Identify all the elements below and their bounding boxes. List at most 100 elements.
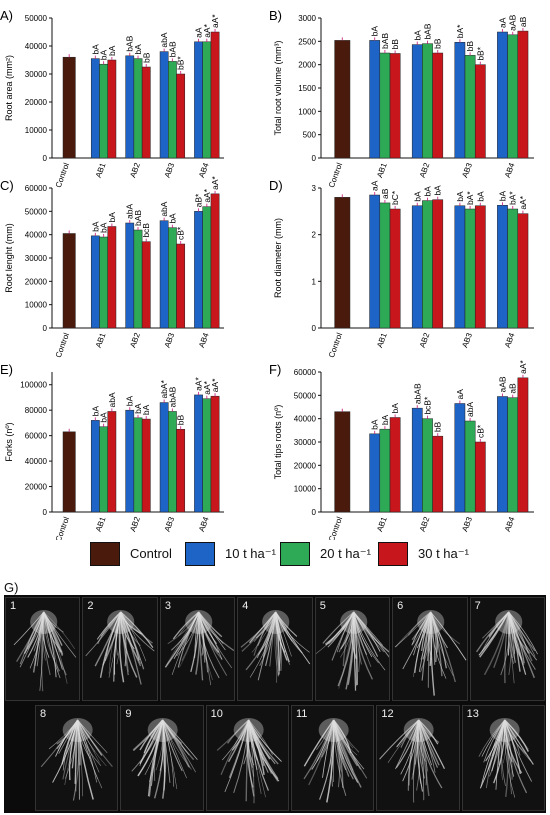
y-tick-label: 30000 [25,254,48,263]
root-system-image [164,610,235,686]
data-label: bA [99,49,109,60]
root-crown [417,610,445,634]
root-strand [43,611,64,655]
root-strand [19,611,45,665]
root-strand [416,719,422,791]
root-photo: 1 [5,597,81,701]
bar-ab1-3 [107,226,117,329]
bar-ab3-1 [159,402,169,513]
x-tick-label: AB3 [460,331,474,349]
bar-ab3-3 [176,73,186,159]
bar-ab3-3 [176,243,186,329]
y-tick-label: 60000 [294,368,317,377]
panel-label: C) [0,178,14,193]
root-strand [114,611,122,675]
root-strand [247,719,279,765]
root-strand [411,611,432,646]
root-system-image [394,610,467,696]
root-strand [430,611,457,683]
root-photo: 13 [461,705,545,811]
y-tick-label: 1000 [298,107,316,116]
root-strand [120,611,145,669]
root-strand [226,719,249,744]
root-strand [254,611,277,642]
data-label: bB [433,421,443,432]
root-strand [77,719,83,797]
root-strand [491,719,505,757]
data-label: aAB [497,376,507,392]
bar-control [334,40,351,159]
bar-ab4-2 [202,206,212,329]
photo-number: 10 [210,708,223,720]
data-label: cB* [475,424,485,438]
root-strand [395,719,420,770]
x-tick-label: AB1 [94,515,108,533]
root-photo: 12 [376,705,460,811]
root-strand [333,719,341,773]
root-system-image [303,718,368,803]
bar-ab2-2 [133,417,143,513]
bar-ab3-2 [168,411,177,513]
root-strand [275,611,281,675]
bar-ab4-3 [517,377,529,513]
root-system-image [475,610,538,684]
root-strand [43,611,76,650]
data-label: bA [107,212,117,223]
root-strand [56,719,79,745]
bar-ab3-2 [168,227,177,329]
root-crown [403,718,434,742]
root-strand [418,719,428,786]
root-strand [216,719,249,751]
bar-control [62,431,76,513]
data-label: bB* [176,56,186,70]
data-label: bA [167,213,177,224]
data-label: bA [99,222,109,233]
root-system-image [315,610,390,691]
data-label: bA [99,412,109,423]
bar-ab2-2 [422,418,433,513]
root-strand [418,719,439,745]
root-strand [507,611,536,657]
data-label: aA* [194,377,204,391]
root-strand [119,611,125,683]
photo-number: 5 [319,600,326,612]
data-label: bA [455,191,465,202]
x-tick-label: AB1 [94,331,108,349]
root-strand [430,611,436,696]
chart-panel-6: F) 0 10000 20000 30000 40000 50000 60000 Total t… [269,359,534,540]
data-label: abA [107,392,117,407]
data-label: bA [433,185,443,196]
root-strand [241,611,277,652]
root-strand [413,719,420,803]
legend-label-10: 10 t ha⁻¹ [225,546,276,561]
chart-panel-1: A) 0 10000 20000 30000 40000 50000 Root area (m… [0,8,224,189]
bar-ab4-1 [194,211,203,329]
root-strand [333,719,342,772]
photo-number: 11 [296,708,308,720]
root-photo: 8 [35,705,119,811]
bar-control [62,56,76,159]
data-label: abA [465,402,475,417]
data-label: bAB [133,210,143,226]
data-label: abA [125,204,135,219]
panel-label: E) [0,362,13,377]
y-tick-label: 40000 [25,231,48,240]
data-label: bA [107,45,117,56]
root-strand [77,719,103,756]
y-axis-label: Forks (nº) [4,422,14,461]
data-label: bB [433,38,443,49]
root-system-image [13,610,77,692]
x-tick-label: AB4 [503,515,517,533]
bar-ab2-3 [141,241,151,329]
data-label: bA [412,191,422,202]
chart-panel-2: B) 0 500 1000 1500 2000 2500 3000 Total root vol… [269,8,534,189]
legend-label-20: 20 t ha⁻¹ [320,546,371,561]
y-tick-label: 500 [303,131,317,140]
data-label: bA [90,406,100,417]
data-label: bA* [455,24,465,38]
root-photo-grid: 1 2 3 4 5 6 7 8 9 10 11 12 13 [4,595,546,813]
root-strand [352,611,360,673]
bar-ab1-2 [99,236,108,329]
data-label: aA [497,17,507,28]
